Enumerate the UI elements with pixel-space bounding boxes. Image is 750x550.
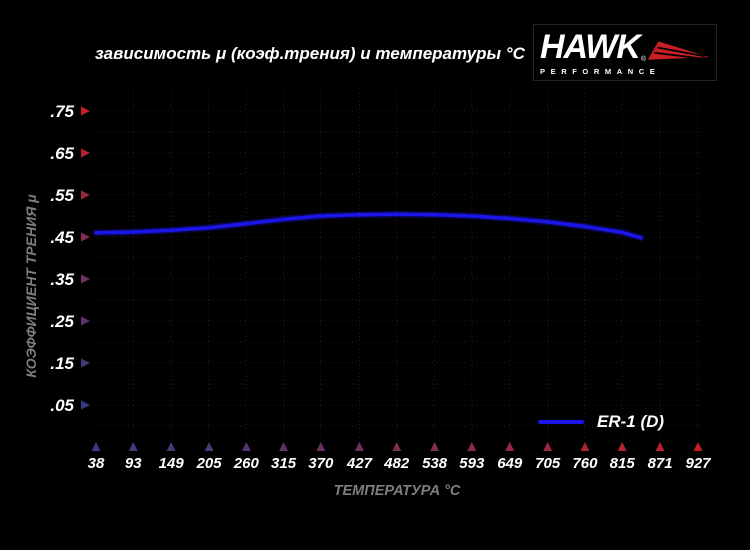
hawk-logo: HAWK ® PERFORMANCE (533, 24, 717, 81)
legend-line-swatch (538, 420, 584, 424)
x-tick-arrow (543, 442, 553, 451)
x-tick-label: 815 (610, 455, 636, 472)
x-tick-arrow (166, 442, 176, 451)
y-tick-label: .75 (50, 102, 74, 121)
x-tick-label: 260 (233, 455, 260, 472)
x-tick-arrow (354, 442, 364, 451)
y-tick-arrow (81, 358, 90, 368)
y-tick-label: .35 (50, 270, 74, 289)
x-tick-label: 205 (196, 455, 223, 472)
y-tick-arrow (81, 400, 90, 410)
tick-marks: .75 .65 .55 .45 .35 .25 .15 .05 38 93 149 205 260 315… (50, 102, 711, 472)
x-tick-arrow (430, 442, 440, 451)
hawk-wing-icon (647, 41, 710, 60)
er1-curve-glow (92, 210, 645, 242)
x-tick-arrow (467, 442, 477, 451)
x-tick-arrow (241, 442, 251, 451)
hawk-logo-row: HAWK ® (540, 28, 710, 64)
x-tick-arrow (505, 442, 515, 451)
y-tick-arrow (81, 106, 90, 116)
y-tick-arrow (81, 190, 90, 200)
y-tick-label: .15 (50, 354, 74, 373)
x-tick-label: 649 (497, 455, 523, 472)
x-tick-arrow (392, 442, 402, 451)
x-tick-label: 705 (535, 455, 561, 472)
hawk-logo-subtext: PERFORMANCE (540, 67, 661, 76)
y-tick-label: .45 (50, 228, 74, 247)
y-axis-title: КОЭФФИЦИЕНТ ТРЕНИЯ μ (23, 194, 39, 378)
axes (94, 88, 701, 439)
x-tick-label: 871 (648, 455, 673, 472)
x-tick-arrow (204, 442, 214, 451)
x-tick-arrow (655, 442, 665, 451)
y-tick-arrow (81, 316, 90, 326)
legend-label: ER-1 (D) (597, 412, 665, 431)
y-tick-arrow (81, 148, 90, 158)
x-tick-arrow (580, 442, 590, 451)
y-tick-label: .05 (50, 396, 74, 415)
er1-curve (94, 212, 643, 240)
x-tick-label: 315 (271, 455, 297, 472)
x-tick-arrow (617, 442, 627, 451)
y-tick-label: .65 (50, 144, 74, 163)
x-tick-arrow (91, 442, 101, 451)
hawk-logo-text: HAWK (540, 28, 641, 66)
data-curve (92, 210, 645, 242)
x-tick-label: 538 (422, 455, 448, 472)
x-tick-arrow (128, 442, 138, 451)
grid-lines (96, 88, 699, 437)
x-tick-arrow (316, 442, 326, 451)
x-tick-label: 593 (459, 455, 485, 472)
x-tick-label: 93 (125, 455, 142, 472)
y-tick-label: .55 (50, 186, 74, 205)
x-tick-label: 760 (572, 455, 598, 472)
x-tick-arrow (693, 442, 703, 451)
y-tick-arrow (81, 274, 90, 284)
x-tick-label: 482 (383, 455, 410, 472)
registered-trademark: ® (640, 56, 647, 63)
x-tick-label: 427 (346, 455, 373, 472)
x-tick-label: 370 (308, 455, 334, 472)
chart-title: зависимость μ (коэф.трения) и температур… (95, 44, 525, 63)
y-tick-label: .25 (50, 312, 74, 331)
x-tick-label: 927 (685, 455, 711, 472)
x-tick-label: 38 (88, 455, 105, 472)
legend: ER-1 (D) (538, 412, 664, 432)
x-tick-arrow (279, 442, 289, 451)
y-tick-arrow (81, 232, 90, 242)
x-tick-label: 149 (159, 455, 185, 472)
x-axis-title: ТЕМПЕРАТУРА °C (333, 483, 461, 499)
